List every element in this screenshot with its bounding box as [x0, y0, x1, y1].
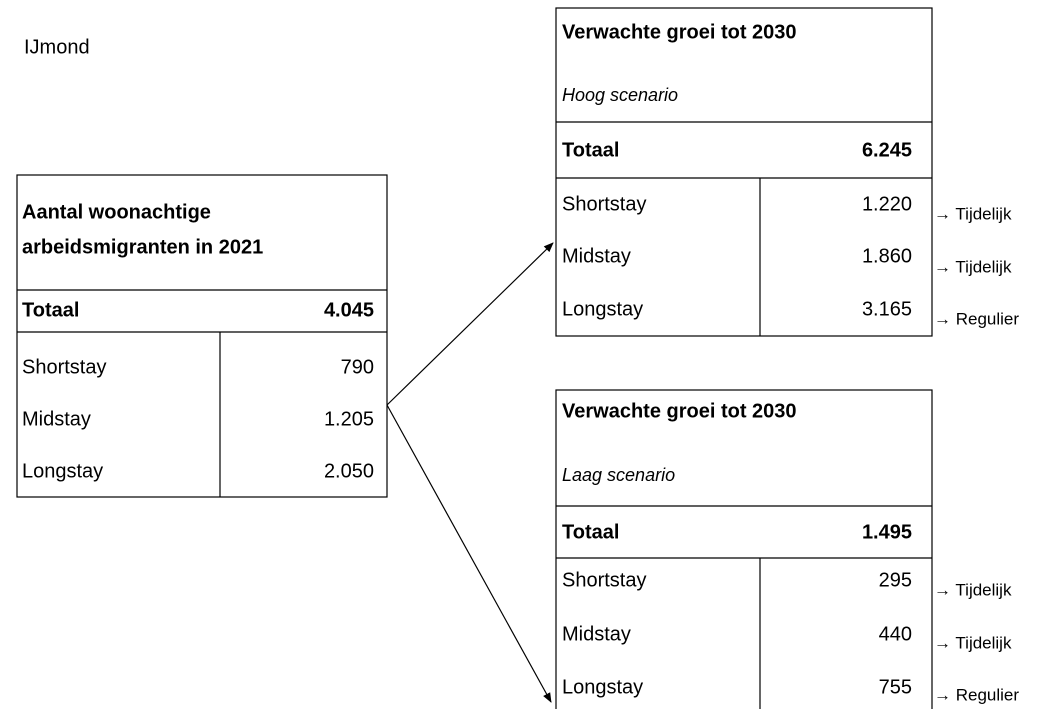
row-value: 2.050: [324, 460, 374, 482]
row-label: Longstay: [562, 298, 643, 320]
total: 1.495: [862, 521, 912, 543]
row-value: 440: [879, 623, 912, 645]
current-table: Aantal woonachtige arbeidsmigranten in 2…: [16, 174, 388, 498]
row-value: 1.205: [324, 408, 374, 430]
total: 4.045: [324, 299, 374, 321]
arrow: [386, 242, 554, 406]
heading: arbeidsmigranten in 2021: [22, 236, 263, 258]
row-label: Longstay: [562, 676, 643, 698]
heading: Verwachte groei tot 2030: [562, 21, 797, 43]
row-note: → Tijdelijk: [934, 257, 1012, 276]
row-note: → Tijdelijk: [934, 204, 1012, 223]
row-label: Longstay: [22, 460, 103, 482]
subheading: Hoog scenario: [562, 85, 678, 105]
row-value: 3.165: [862, 298, 912, 320]
row-note: → Regulier: [934, 309, 1019, 328]
arrow: [386, 404, 552, 703]
total-label: Totaal: [22, 299, 79, 321]
total: 6.245: [862, 139, 912, 161]
row-value: 1.220: [862, 193, 912, 215]
row-note: → Tijdelijk: [934, 580, 1012, 599]
row-label: Shortstay: [562, 193, 646, 215]
high-table: Verwachte groei tot 2030 Hoog scenario T…: [555, 7, 1019, 337]
heading: Verwachte groei tot 2030: [562, 400, 797, 422]
row-label: Shortstay: [22, 356, 106, 378]
row-value: 295: [879, 569, 912, 591]
row-value: 790: [341, 356, 374, 378]
total-label: Totaal: [562, 139, 619, 161]
row-value: 755: [879, 676, 912, 698]
row-note: → Tijdelijk: [934, 633, 1012, 652]
row-note: → Regulier: [934, 685, 1019, 704]
region-title: IJmond: [24, 36, 90, 58]
row-label: Midstay: [562, 623, 631, 645]
row-value: 1.860: [862, 245, 912, 267]
row-label: Midstay: [562, 245, 631, 267]
low-table: Verwachte groei tot 2030 Laag scenario T…: [555, 389, 1019, 709]
row-label: Midstay: [22, 408, 91, 430]
heading: Aantal woonachtige: [22, 201, 211, 223]
subheading: Laag scenario: [562, 465, 675, 485]
total-label: Totaal: [562, 521, 619, 543]
row-label: Shortstay: [562, 569, 646, 591]
